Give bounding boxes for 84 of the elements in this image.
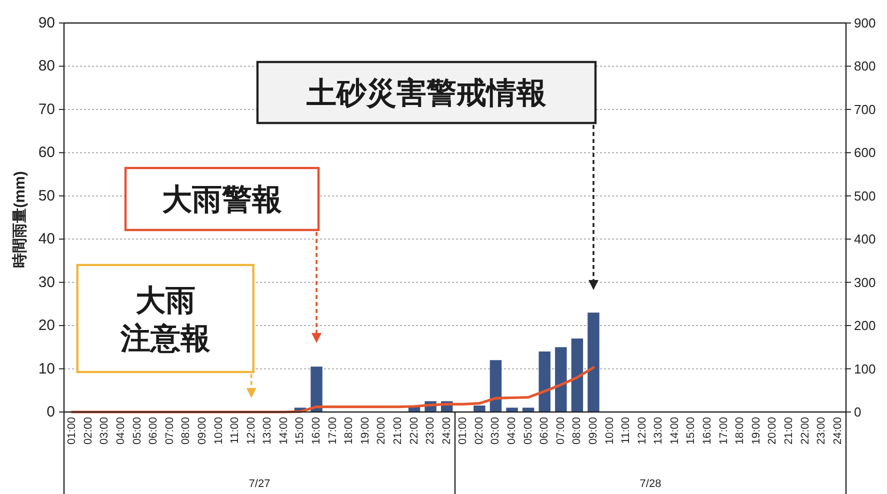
bar [555, 347, 567, 412]
x-tick-label: 01:00 [66, 417, 78, 445]
x-tick-label: 23:00 [816, 417, 828, 445]
bar [588, 312, 600, 412]
text: 7/28 [640, 478, 662, 490]
bar [506, 408, 518, 412]
x-tick-label: 16:00 [310, 417, 323, 445]
y2-tick-label: 900 [854, 16, 876, 30]
x-tick-label: 13:00 [262, 417, 274, 445]
x-tick-label: 18:00 [734, 417, 746, 445]
x-tick-label: 21:00 [392, 417, 404, 445]
y2-tick-label: 800 [854, 58, 876, 74]
bar [310, 366, 322, 412]
x-tick-label: 06:00 [538, 417, 551, 445]
x-tick-label: 01:00 [457, 417, 470, 445]
x-tick-label: 04:00 [115, 417, 128, 445]
y-tick-label: 20 [38, 317, 55, 334]
x-tick-label: 14:00 [668, 417, 681, 445]
x-tick-label: 17:00 [718, 417, 730, 445]
x-tick-label: 09:00 [587, 417, 600, 445]
y2-tick-label: 600 [854, 145, 876, 160]
x-tick-label: 13:00 [652, 417, 665, 445]
x-tick-label: 06:00 [148, 417, 160, 445]
y-tick-label: 60 [38, 144, 55, 162]
x-tick-label: 11:00 [620, 417, 632, 444]
x-tick-label: 05:00 [131, 417, 144, 445]
x-tick-label: 24:00 [832, 417, 844, 445]
x-tick-label: 02:00 [473, 417, 486, 445]
y-axis-title: 時間雨量(mm) [12, 171, 28, 268]
y2-tick-label: 300 [854, 274, 876, 290]
y2-tick-label: 200 [854, 318, 876, 334]
x-tick-label: 23:00 [424, 417, 437, 445]
x-tick-label: 19:00 [750, 417, 762, 445]
x-tick-label: 11:00 [229, 417, 242, 444]
y-tick-label: 80 [38, 58, 55, 75]
x-tick-label: 17:00 [326, 417, 339, 445]
x-tick-label: 12:00 [636, 417, 648, 445]
x-tick-label: 15:00 [685, 417, 698, 445]
y2-tick-label: 400 [854, 232, 876, 247]
bar [571, 338, 584, 412]
x-tick-label: 20:00 [766, 417, 779, 445]
y2-tick-label: 500 [854, 188, 876, 204]
x-tick-label: 08:00 [571, 417, 584, 445]
y-tick-label: 30 [38, 274, 55, 291]
y-tick-label: 0 [46, 404, 55, 420]
line-series [70, 366, 595, 414]
x-tick-label: 18:00 [343, 417, 356, 445]
x-tick-label: 22:00 [408, 417, 420, 445]
annotation: 大雨警報 [162, 184, 282, 216]
x-tick-label: 22:00 [799, 417, 812, 445]
x-tick-label: 03:00 [98, 417, 111, 445]
x-tick-label: 04:00 [506, 417, 518, 445]
y-tick-label: 40 [38, 230, 55, 248]
x-tick-label: 20:00 [376, 417, 388, 445]
bar [522, 408, 534, 412]
x-tick-label: 14:00 [278, 417, 290, 445]
bar [490, 360, 502, 412]
y-tick-label: 90 [38, 14, 55, 32]
x-tick-label: 10:00 [604, 417, 616, 445]
x-tick-label: 05:00 [522, 417, 534, 445]
x-tick-label: 24:00 [440, 417, 453, 445]
y-tick-label: 10 [38, 360, 55, 378]
x-tick-label: 07:00 [554, 417, 567, 445]
y-tick-label: 70 [38, 100, 55, 118]
x-tick-label: 19:00 [359, 417, 372, 445]
annotation: 大雨注意報 [119, 284, 210, 355]
y2-tick-label: 100 [854, 361, 876, 376]
x-tick-label: 10:00 [212, 417, 225, 445]
y2-tick-label: 0 [854, 404, 862, 420]
x-tick-label: 09:00 [196, 417, 208, 445]
y-tick-label: 50 [38, 187, 55, 204]
x-tick-label: 03:00 [490, 417, 502, 445]
annotation: 土砂災害警戒情報 [305, 76, 546, 110]
text: 7/27 [248, 478, 270, 490]
x-tick-label: 16:00 [702, 417, 714, 445]
bar [538, 351, 550, 412]
x-tick-label: 15:00 [294, 417, 306, 445]
x-tick-label: 02:00 [82, 417, 94, 445]
x-tick-label: 07:00 [164, 417, 176, 445]
bar [474, 406, 486, 412]
y2-tick-label: 700 [854, 102, 876, 117]
x-tick-label: 21:00 [782, 417, 795, 445]
x-tick-label: 12:00 [245, 417, 258, 445]
x-tick-label: 08:00 [180, 417, 192, 445]
